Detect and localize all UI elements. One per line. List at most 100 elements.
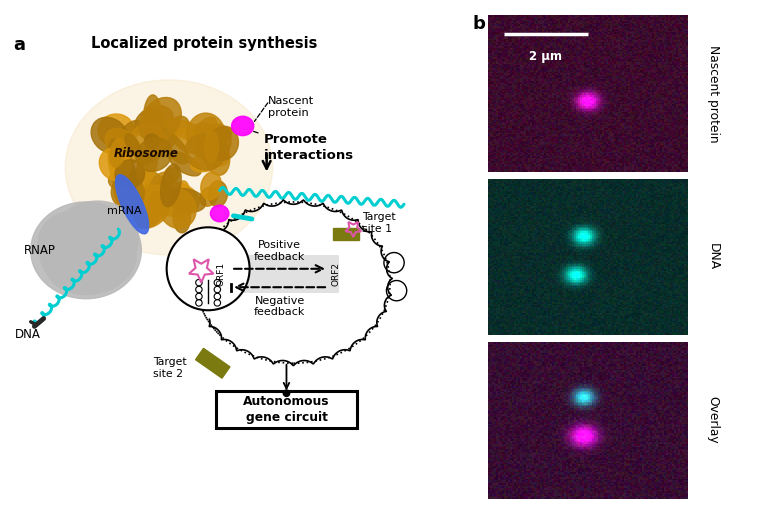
Ellipse shape [38, 211, 120, 281]
Ellipse shape [151, 127, 177, 150]
Ellipse shape [147, 191, 161, 226]
Ellipse shape [202, 133, 230, 175]
Text: Ribosome: Ribosome [114, 147, 178, 160]
Ellipse shape [140, 98, 181, 143]
Ellipse shape [111, 120, 141, 153]
Text: Positive
feedback: Positive feedback [254, 240, 305, 262]
Text: Localized protein synthesis: Localized protein synthesis [91, 36, 317, 51]
Ellipse shape [164, 119, 206, 140]
Ellipse shape [232, 116, 253, 136]
Ellipse shape [134, 105, 174, 138]
Circle shape [196, 293, 202, 300]
Ellipse shape [115, 175, 149, 234]
Ellipse shape [208, 181, 227, 207]
Text: Negative
feedback: Negative feedback [254, 296, 305, 317]
Ellipse shape [113, 160, 134, 208]
Ellipse shape [205, 142, 229, 166]
Text: RNAP: RNAP [24, 244, 56, 257]
Circle shape [196, 300, 202, 306]
Text: DNA: DNA [15, 328, 41, 341]
Ellipse shape [108, 172, 132, 190]
Text: Overlay: Overlay [707, 396, 720, 444]
Ellipse shape [98, 114, 134, 146]
Ellipse shape [115, 160, 144, 189]
Ellipse shape [110, 139, 125, 167]
Ellipse shape [173, 201, 190, 233]
Text: Promote
interactions: Promote interactions [263, 133, 353, 162]
Ellipse shape [125, 134, 140, 156]
Ellipse shape [124, 202, 148, 218]
Circle shape [196, 280, 202, 286]
Ellipse shape [40, 227, 114, 287]
Text: DNA: DNA [707, 244, 720, 270]
Text: b: b [472, 15, 485, 33]
Circle shape [196, 286, 202, 293]
Bar [196, 348, 230, 378]
Ellipse shape [194, 123, 220, 138]
Ellipse shape [167, 189, 206, 212]
Ellipse shape [208, 126, 238, 160]
Ellipse shape [174, 128, 206, 153]
Ellipse shape [113, 145, 136, 185]
Text: ORF1: ORF1 [216, 262, 225, 286]
Ellipse shape [148, 173, 174, 204]
Ellipse shape [204, 131, 219, 162]
Circle shape [214, 293, 220, 300]
Ellipse shape [150, 182, 199, 217]
Circle shape [283, 390, 290, 396]
Circle shape [167, 227, 250, 310]
Ellipse shape [172, 116, 189, 133]
Ellipse shape [190, 152, 223, 172]
Ellipse shape [111, 176, 144, 210]
Ellipse shape [134, 185, 170, 227]
Ellipse shape [91, 117, 128, 154]
Ellipse shape [169, 152, 201, 176]
Ellipse shape [136, 138, 172, 171]
Ellipse shape [174, 181, 190, 221]
Ellipse shape [161, 132, 188, 164]
Ellipse shape [195, 117, 217, 137]
Text: Target
site 2: Target site 2 [153, 357, 187, 379]
Ellipse shape [136, 144, 157, 189]
Circle shape [214, 286, 220, 293]
Ellipse shape [164, 168, 179, 182]
Bar [217, 255, 339, 293]
Ellipse shape [161, 164, 181, 207]
Text: ORF2: ORF2 [331, 262, 340, 286]
Ellipse shape [200, 187, 218, 206]
Ellipse shape [200, 172, 221, 200]
Ellipse shape [144, 134, 159, 149]
Ellipse shape [127, 169, 166, 201]
Ellipse shape [130, 124, 167, 161]
FancyBboxPatch shape [216, 391, 357, 428]
Ellipse shape [99, 148, 131, 180]
Ellipse shape [65, 80, 273, 255]
Ellipse shape [139, 172, 172, 209]
Ellipse shape [159, 188, 196, 228]
Circle shape [214, 280, 220, 286]
Ellipse shape [48, 201, 138, 281]
Ellipse shape [108, 139, 120, 177]
Ellipse shape [185, 134, 224, 170]
Text: Nascent
protein: Nascent protein [268, 96, 314, 118]
Ellipse shape [197, 124, 231, 162]
Text: Nascent protein: Nascent protein [707, 45, 720, 143]
Ellipse shape [105, 128, 141, 163]
Text: mRNA: mRNA [107, 206, 141, 216]
Ellipse shape [31, 202, 141, 299]
Ellipse shape [136, 152, 151, 164]
Ellipse shape [187, 113, 226, 159]
Text: Autonomous
gene circuit: Autonomous gene circuit [243, 395, 329, 424]
Ellipse shape [125, 201, 161, 228]
Ellipse shape [210, 205, 229, 222]
Bar [333, 228, 359, 240]
Text: 2 μm: 2 μm [529, 50, 562, 63]
Ellipse shape [128, 185, 171, 228]
Ellipse shape [45, 225, 137, 295]
Text: Target
site 1: Target site 1 [362, 212, 396, 233]
Ellipse shape [144, 95, 162, 144]
Circle shape [214, 300, 220, 306]
Text: a: a [13, 36, 25, 54]
Ellipse shape [199, 128, 232, 150]
Ellipse shape [127, 195, 164, 222]
